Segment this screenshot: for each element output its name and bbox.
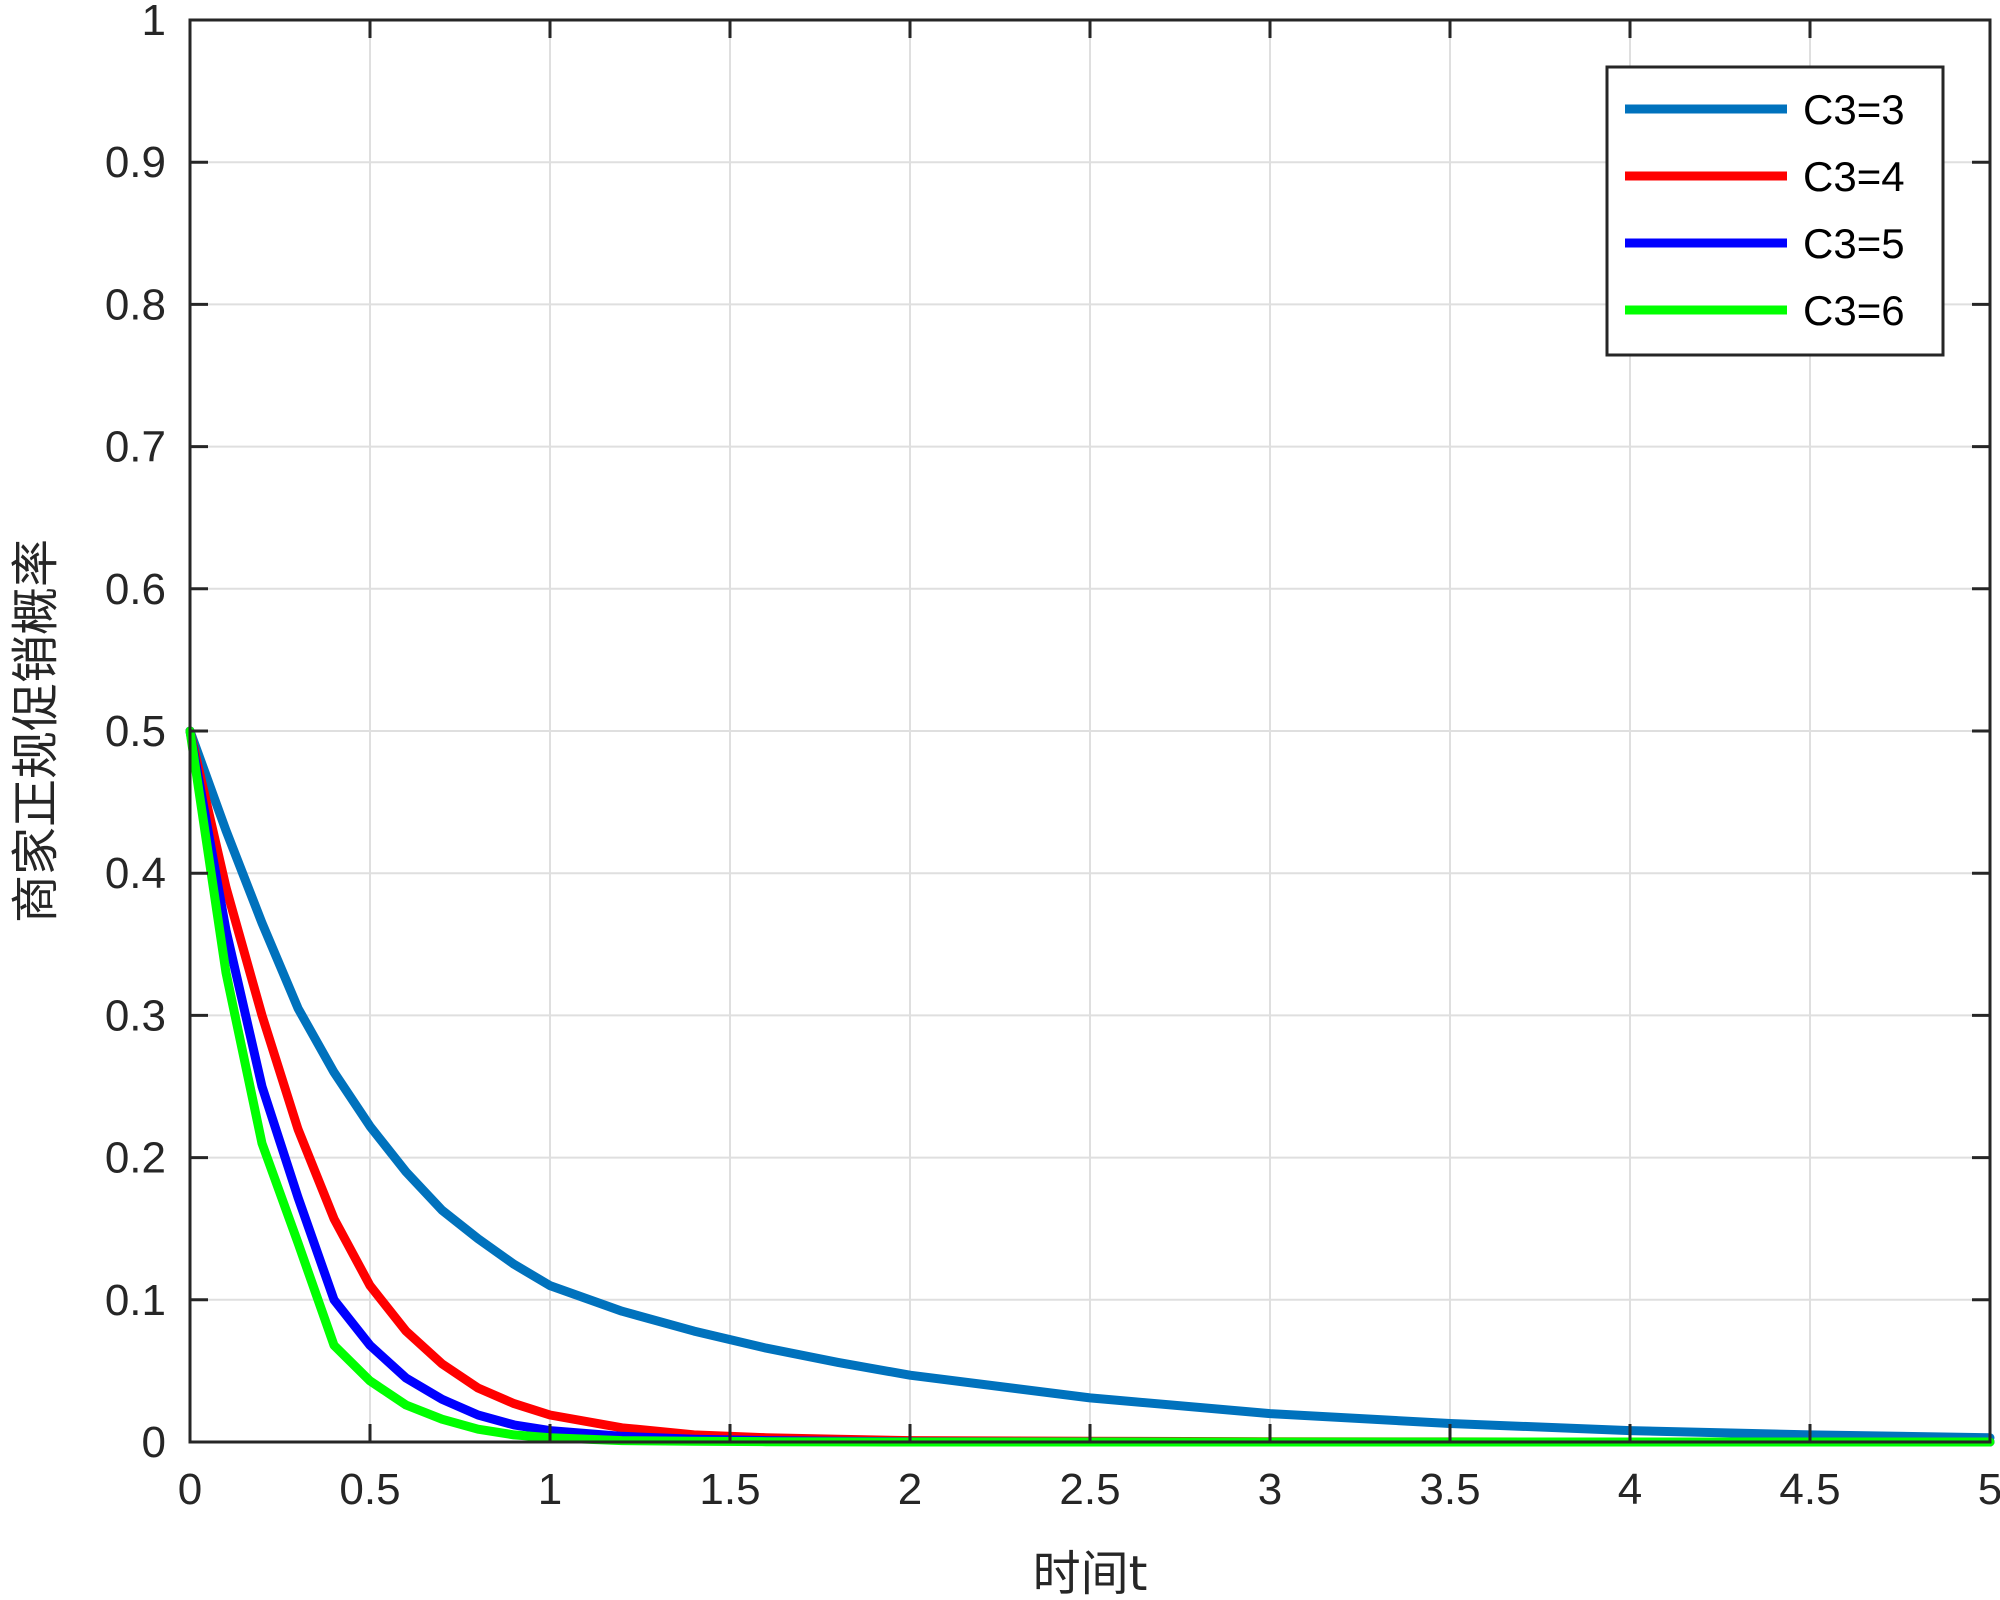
tick-labels: 0 0.5 1 1.5 2 2.5 3 3.5 4 4.5 5 0 0.1 0.2 0.3 0.4 0.5 0.6… bbox=[105, 0, 2000, 1514]
y-tick-label: 0.2 bbox=[105, 1134, 166, 1183]
x-tick-label: 3.5 bbox=[1419, 1465, 1480, 1514]
y-tick-label: 0.4 bbox=[105, 849, 166, 898]
y-tick-label: 0.9 bbox=[105, 138, 166, 187]
y-tick-label: 0.7 bbox=[105, 423, 166, 472]
legend-label: C3=5 bbox=[1803, 220, 1905, 267]
y-tick-label: 0.3 bbox=[105, 991, 166, 1040]
y-tick-label: 0.8 bbox=[105, 280, 166, 329]
legend-label: C3=4 bbox=[1803, 153, 1905, 200]
x-axis-title: 时间t bbox=[1033, 1546, 1148, 1600]
legend: C3=3 C3=4 C3=5 C3=6 bbox=[1605, 65, 1945, 357]
y-tick-label: 0 bbox=[142, 1418, 166, 1467]
y-tick-label: 0.5 bbox=[105, 707, 166, 756]
x-tick-label: 4.5 bbox=[1779, 1465, 1840, 1514]
y-axis-title: 商家正规促销概率 bbox=[8, 539, 64, 923]
x-tick-label: 0.5 bbox=[339, 1465, 400, 1514]
x-tick-label: 5 bbox=[1978, 1465, 2000, 1514]
axis-ticks bbox=[188, 18, 1992, 1444]
legend-label: C3=6 bbox=[1803, 287, 1905, 334]
x-tick-label: 1.5 bbox=[699, 1465, 760, 1514]
series-line-c3-3 bbox=[185, 726, 1995, 1443]
y-tick-label: 1 bbox=[142, 0, 166, 45]
x-tick-label: 0 bbox=[178, 1465, 202, 1514]
x-tick-label: 3 bbox=[1258, 1465, 1282, 1514]
x-tick-label: 2 bbox=[898, 1465, 922, 1514]
y-tick-label: 0.1 bbox=[105, 1276, 166, 1325]
x-tick-label: 2.5 bbox=[1059, 1465, 1120, 1514]
x-tick-label: 4 bbox=[1618, 1465, 1642, 1514]
legend-label: C3=3 bbox=[1803, 86, 1905, 133]
y-tick-label: 0.6 bbox=[105, 565, 166, 614]
x-tick-label: 1 bbox=[538, 1465, 562, 1514]
